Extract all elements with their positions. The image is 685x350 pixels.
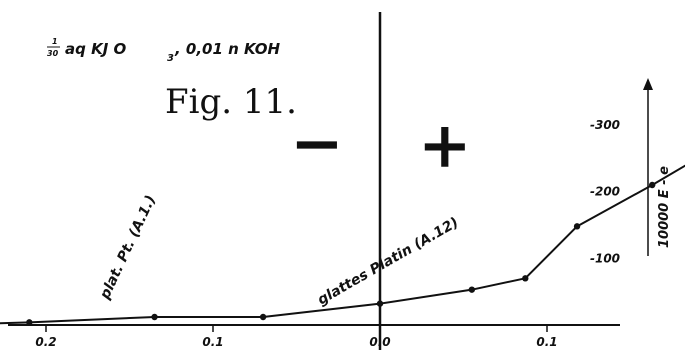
arrow-up-icon [643, 78, 653, 90]
data-point [151, 313, 158, 321]
chart-subtitle: 1 30 aq KJ O 3 , 0,01 n KOH [47, 37, 280, 64]
y-axis-label: 10000 E - e [657, 166, 672, 248]
y-tick-label: -200 [590, 185, 620, 199]
y-tick-label: -100 [590, 251, 620, 265]
data-point [649, 181, 656, 189]
data-point [259, 313, 267, 321]
x-tick-label: 0.1 [202, 335, 223, 349]
data-point [26, 319, 33, 326]
subtitle-fraction-denominator: 30 [47, 49, 59, 58]
data-point [376, 300, 384, 307]
data-point [468, 286, 476, 293]
data-point [522, 275, 529, 282]
x-tick-label: 0.0 [369, 335, 390, 349]
plus-sign: + [418, 108, 472, 183]
chart-title: Fig. 11. [165, 82, 297, 122]
x-tick-label: 0.1 [536, 335, 557, 349]
subtitle-formula-text: aq KJ O [65, 40, 127, 58]
series-line-1 [0, 164, 685, 325]
subtitle-fraction-numerator: 1 [52, 37, 58, 46]
x-tick-label: 0.2 [35, 335, 56, 349]
series-label-plat-pt: plat. Pt. (A.1.) [97, 193, 160, 303]
subtitle-formula-rest: , 0,01 n KOH [174, 40, 280, 58]
y-axis-indicator: 10000 E - e [643, 78, 672, 256]
series-layer [0, 164, 685, 326]
subtitle-formula-subscript: 3 [167, 53, 174, 64]
data-point [573, 223, 581, 230]
y-tick-label: -300 [590, 118, 620, 132]
ticks-layer: 0.40.30.20.10.00.10.2-300-200-100 [35, 118, 620, 349]
minus-sign: − [290, 106, 344, 181]
